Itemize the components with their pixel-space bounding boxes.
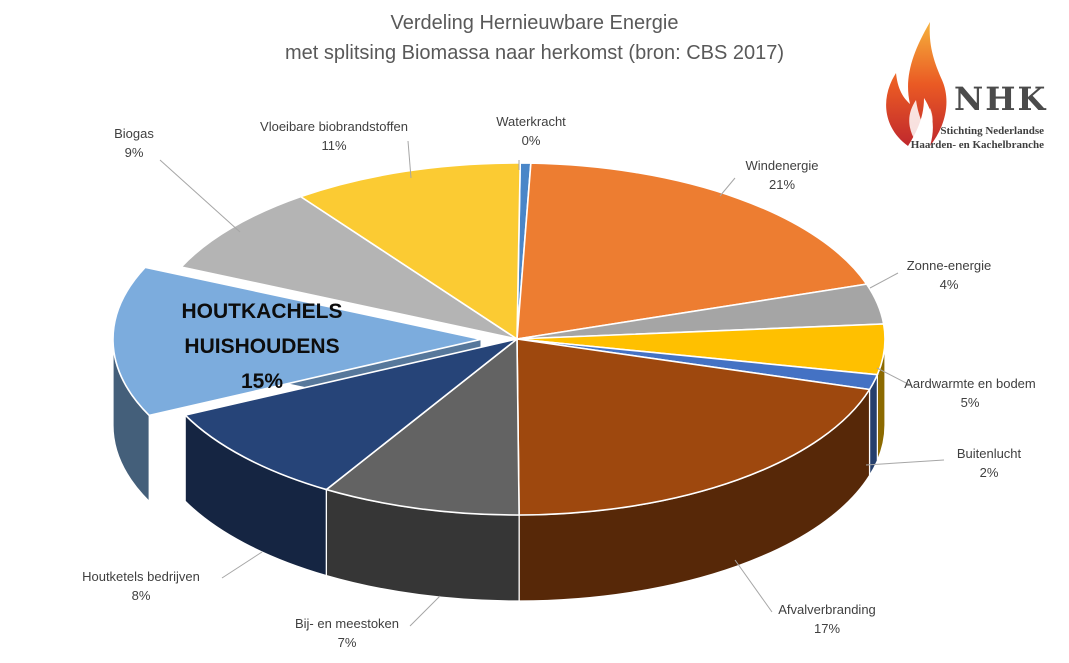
slice-name-1: Waterkracht bbox=[496, 114, 566, 129]
slice-value-1: 0% bbox=[522, 133, 541, 148]
slice-name-4: Aardwarmte en bodem bbox=[904, 376, 1036, 391]
slice-name-8: Houtketels bedrijven bbox=[82, 569, 200, 584]
pie-slice-10 bbox=[179, 195, 518, 340]
chart-subtitle: met splitsing Biomassa naar herkomst (br… bbox=[284, 42, 785, 64]
pie-slice-2 bbox=[516, 162, 869, 340]
pie-side-5 bbox=[868, 374, 878, 478]
pie-slice-11 bbox=[298, 162, 522, 341]
slice-name-10: Biogas bbox=[114, 126, 154, 141]
leader-lines bbox=[159, 140, 945, 627]
slice-value-9: 15% bbox=[241, 370, 283, 393]
logo-name: NHK bbox=[954, 80, 1048, 118]
leader-line-5 bbox=[865, 459, 945, 466]
logo-subtitle-1: Stichting Nederlandse bbox=[940, 125, 1044, 137]
slice-value-5: 2% bbox=[980, 465, 999, 480]
slice-value-11: 11% bbox=[321, 138, 346, 153]
flame-icon bbox=[886, 22, 947, 146]
slice-name-5: Buitenlucht bbox=[957, 446, 1022, 461]
leader-line-4 bbox=[876, 367, 911, 386]
slice-labels: Waterkracht 0% Windenergie 21% Zonne-energie… bbox=[82, 114, 1036, 650]
slice-name-9-line-2: HUISHOUDENS bbox=[184, 335, 339, 358]
nhk-logo: NHK Stichting Nederlandse Haarden- en Ka… bbox=[878, 18, 1058, 158]
leader-line-11 bbox=[407, 140, 412, 179]
leader-line-10 bbox=[159, 159, 241, 233]
slice-value-3: 4% bbox=[940, 277, 959, 292]
pie-tops bbox=[112, 162, 886, 516]
slice-name-11: Vloeibare biobrandstoffen bbox=[260, 119, 408, 134]
leader-line-7 bbox=[409, 595, 441, 627]
chart-title-block: Verdeling Hernieuwbare Energie met split… bbox=[0, 8, 1069, 68]
leader-line-8 bbox=[221, 551, 263, 579]
slice-name-3: Zonne-energie bbox=[907, 258, 992, 273]
slice-name-6: Afvalverbranding bbox=[778, 602, 876, 617]
leader-line-3 bbox=[869, 272, 899, 289]
logo-subtitle-2: Haarden- en Kachelbranche bbox=[910, 139, 1044, 151]
slice-name-7: Bij- en meestoken bbox=[295, 616, 399, 631]
pie-slice-8 bbox=[183, 338, 518, 491]
slice-value-4: 5% bbox=[961, 395, 980, 410]
slice-name-9-line-1: HOUTKACHELS bbox=[182, 300, 343, 323]
pie-slice-9 bbox=[112, 266, 482, 417]
slice-value-8: 8% bbox=[132, 588, 151, 603]
leader-line-6 bbox=[734, 559, 773, 613]
slice-name-2: Windenergie bbox=[746, 158, 819, 173]
slice-value-10: 9% bbox=[125, 145, 144, 160]
slice-value-2: 21% bbox=[769, 177, 795, 192]
pie-slice-6 bbox=[516, 338, 871, 516]
leader-line-2 bbox=[719, 177, 736, 197]
slice-value-6: 17% bbox=[814, 621, 840, 636]
chart-title: Verdeling Hernieuwbare Energie bbox=[390, 12, 679, 34]
pie-slice-7 bbox=[324, 337, 520, 516]
slice-value-7: 7% bbox=[338, 635, 357, 650]
